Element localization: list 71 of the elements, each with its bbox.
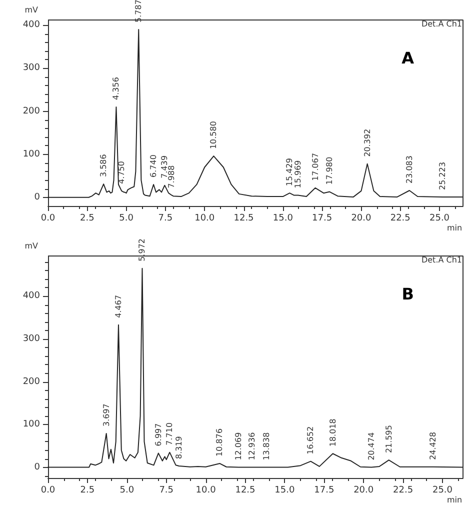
x-tick-label: 5.0 xyxy=(120,486,134,496)
annotation: A xyxy=(402,48,415,68)
annotation: 3.586 xyxy=(99,154,108,178)
line-series xyxy=(48,268,464,468)
x-axis-title: min xyxy=(447,224,462,232)
y-tick-label: 200 xyxy=(22,106,40,116)
x-tick-label: 0.0 xyxy=(40,486,56,496)
x-tick-label: 15.0 xyxy=(272,214,294,224)
x-tick-label: 5.0 xyxy=(119,214,134,224)
annotation: 15.969 xyxy=(294,160,303,188)
x-tick-label: 15.0 xyxy=(274,486,295,496)
annotation: 16.652 xyxy=(306,426,316,454)
annotation: 21.595 xyxy=(384,425,394,454)
annotation: 15.429 xyxy=(285,158,294,186)
y-tick-label: 0 xyxy=(34,192,40,202)
annotation: 10.876 xyxy=(215,428,224,456)
annotation: 7.710 xyxy=(165,422,174,446)
annotation: 12.936 xyxy=(248,432,257,460)
x-tick-label: 20.0 xyxy=(354,486,374,496)
annotation: 4.750 xyxy=(117,161,126,184)
y-tick-label: 400 xyxy=(22,291,40,302)
annotation: 17.067 xyxy=(310,152,320,181)
annotation: 7.988 xyxy=(167,165,176,188)
y-tick-label: 200 xyxy=(22,376,40,387)
annotation: 6.997 xyxy=(154,423,163,446)
annotation: 23.083 xyxy=(404,156,414,184)
y-axis-title: mV xyxy=(24,242,39,250)
y-tick-label: 400 xyxy=(22,20,40,30)
y-tick-label: 100 xyxy=(22,420,40,430)
annotation: Det.A Ch1 xyxy=(421,20,462,28)
y-axis-title: mV xyxy=(24,6,39,14)
annotation: 6.740 xyxy=(149,154,158,178)
annotation: Det.A Ch1 xyxy=(421,256,462,264)
x-tick-label: 25.0 xyxy=(432,486,453,496)
annotation: 25.223 xyxy=(438,162,448,190)
x-tick-label: 0.0 xyxy=(40,214,56,224)
y-tick-label: 0 xyxy=(34,462,40,472)
y-tick-label: 100 xyxy=(22,149,40,160)
x-tick-label: 17.5 xyxy=(314,486,334,496)
annotation: 4.467 xyxy=(114,294,123,318)
annotation: 10.580 xyxy=(209,121,218,150)
annotation: 12.069 xyxy=(234,432,243,460)
annotation: B xyxy=(402,284,414,304)
x-tick-label: 12.5 xyxy=(234,214,254,224)
annotation: 17.980 xyxy=(325,156,334,185)
line-series xyxy=(48,28,464,198)
annotation: 3.697 xyxy=(102,404,111,427)
x-tick-label: 22.5 xyxy=(390,214,410,224)
annotation: 8.319 xyxy=(174,436,184,460)
annotation: 7.439 xyxy=(160,155,170,178)
annotation: 5.972 xyxy=(138,238,147,262)
x-tick-label: 22.5 xyxy=(393,486,414,496)
annotation: 20.392 xyxy=(362,128,372,157)
annotation: 4.356 xyxy=(112,77,121,100)
x-tick-label: 10.0 xyxy=(196,486,216,496)
x-axis-title: min xyxy=(447,496,462,504)
annotation: 18.018 xyxy=(328,418,338,447)
x-tick-label: 12.5 xyxy=(235,486,256,496)
annotation: 13.838 xyxy=(262,432,271,460)
x-tick-label: 7.5 xyxy=(159,486,174,496)
x-tick-label: 2.5 xyxy=(80,486,95,496)
x-tick-label: 7.5 xyxy=(158,214,173,224)
x-tick-label: 25.0 xyxy=(429,214,450,224)
x-tick-label: 20.0 xyxy=(351,214,372,224)
y-tick-label: 300 xyxy=(22,63,40,74)
y-tick-label: 300 xyxy=(22,334,40,344)
x-tick-label: 17.5 xyxy=(312,214,332,224)
annotation: 24.428 xyxy=(428,432,438,460)
x-tick-label: 2.5 xyxy=(80,214,94,224)
annotation: 20.474 xyxy=(366,432,376,460)
x-tick-label: 10.0 xyxy=(194,214,215,224)
